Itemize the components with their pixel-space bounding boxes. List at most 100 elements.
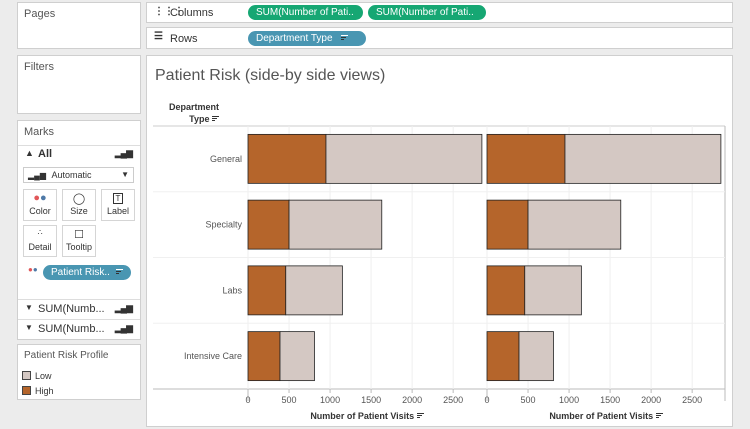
x-tick-label: 1500 <box>600 395 620 405</box>
bar-low <box>564 133 722 184</box>
marks-sub-card-1[interactable]: ▼ SUM(Numb... ▂▄▆ <box>18 299 140 318</box>
color-field-pill[interactable]: Patient Risk.. <box>43 265 131 280</box>
bar-high <box>247 133 327 184</box>
legend-title: Patient Risk Profile <box>24 350 109 361</box>
text-label-icon: T <box>102 190 134 206</box>
x-axis-title-2[interactable]: Number of Patient Visits <box>486 411 726 421</box>
bar-chart-icon: ▂▄▆ <box>114 303 133 313</box>
size-button[interactable]: ◯ Size <box>62 189 96 221</box>
chart-title: Patient Risk (side-by side views) <box>155 67 386 84</box>
marks-all-row[interactable]: ▲ All ▂▄▆ <box>18 145 140 163</box>
columns-pill-1-label: SUM(Number of Pati.. <box>256 7 354 18</box>
row-header-line-2: Type <box>189 114 210 124</box>
sort-icon <box>655 413 663 418</box>
bar-high <box>486 199 529 250</box>
x-tick-label: 2000 <box>641 395 661 405</box>
legend-label-low: Low <box>35 371 52 381</box>
dropdown-arrow-icon: ▼ <box>121 170 129 179</box>
marks-sub-card-label: SUM(Numb... <box>38 323 105 335</box>
legend-item-low[interactable]: Low <box>22 371 52 381</box>
x-tick-label: 0 <box>484 395 489 405</box>
bar-chart: 0 500 1000 1500 2000 2500 0 500 1000 1500 2000 2500… <box>153 125 726 405</box>
legend-swatch-low <box>22 371 31 380</box>
collapse-arrow-icon[interactable]: ▲ <box>25 148 34 158</box>
color-button-label: Color <box>29 206 51 216</box>
bar-low <box>527 199 622 250</box>
columns-label: Columns <box>170 7 214 19</box>
color-dots-icon: ●● <box>33 192 47 204</box>
chart-view: Patient Risk (side-by side views) Depart… <box>146 55 733 427</box>
label-button[interactable]: T Label <box>101 189 135 221</box>
columns-pill-2-label: SUM(Number of Pati.. <box>376 7 474 18</box>
x-tick-label: 2500 <box>443 395 463 405</box>
bar-chart-icon: ▂▄▆ <box>114 323 133 333</box>
bar-high <box>486 133 566 184</box>
x-tick-label: 2500 <box>682 395 702 405</box>
columns-shelf[interactable]: ⋮⋮⋮ Columns SUM(Number of Pati.. SUM(Num… <box>146 2 733 23</box>
filters-label: Filters <box>24 61 54 73</box>
legend-item-high[interactable]: High <box>22 386 54 396</box>
sort-icon <box>416 413 424 418</box>
x-tick-label: 1500 <box>361 395 381 405</box>
filters-shelf[interactable]: Filters <box>17 55 141 114</box>
rows-pill[interactable]: Department Type <box>248 31 366 46</box>
sort-icon <box>115 269 123 274</box>
legend-swatch-high <box>22 386 31 395</box>
columns-pill-2[interactable]: SUM(Number of Pati.. <box>368 5 486 20</box>
category-label: Labs <box>222 285 242 295</box>
x-axis-title-1[interactable]: Number of Patient Visits <box>247 411 487 421</box>
bar-high <box>247 199 290 250</box>
marks-sub-card-label: SUM(Numb... <box>38 303 105 315</box>
bar-low <box>285 265 343 316</box>
label-button-label: Label <box>106 206 130 216</box>
marks-all-label: All <box>38 148 53 160</box>
x-tick-label: 0 <box>245 395 250 405</box>
row-header[interactable]: Department Type <box>153 101 219 125</box>
size-button-label: Size <box>70 206 88 216</box>
bar-high <box>486 265 526 316</box>
expand-arrow-icon: ▼ <box>25 303 33 312</box>
x-tick-label: 1000 <box>320 395 340 405</box>
bar-low <box>518 331 554 382</box>
bar-low <box>288 199 383 250</box>
legend-label-high: High <box>35 386 54 396</box>
sort-icon <box>341 35 349 40</box>
rows-pill-label: Department Type <box>256 33 333 44</box>
x-tick-label: 500 <box>521 395 536 405</box>
color-field-pill-label: Patient Risk.. <box>51 267 110 278</box>
columns-pill-1[interactable]: SUM(Number of Pati.. <box>248 5 363 20</box>
marks-card: Marks ▲ All ▂▄▆ ▂▄▆ Automatic ▼ ●● Color… <box>17 120 141 340</box>
row-header-line-1: Department <box>168 102 219 112</box>
x-axis-title-2-label: Number of Patient Visits <box>549 411 654 421</box>
bar-low <box>325 133 483 184</box>
bar-chart-icon: ▂▄▆ <box>114 148 133 158</box>
bar-mark-icon: ▂▄▆ <box>28 171 46 180</box>
expand-arrow-icon: ▼ <box>25 323 33 332</box>
rows-icon: ☰ <box>154 31 163 42</box>
marks-label: Marks <box>24 126 54 138</box>
detail-button-label: Detail <box>28 242 52 252</box>
pages-label: Pages <box>24 8 56 20</box>
mark-type-dropdown[interactable]: ▂▄▆ Automatic ▼ <box>23 167 134 183</box>
tooltip-button[interactable]: ☐ Tooltip <box>62 225 96 257</box>
color-button[interactable]: ●● Color <box>23 189 57 221</box>
tooltip-icon: ☐ <box>74 229 84 241</box>
sort-icon <box>212 116 219 121</box>
columns-icon: ⋮⋮⋮ <box>154 6 184 17</box>
marks-sub-card-2[interactable]: ▼ SUM(Numb... ▂▄▆ <box>18 319 140 338</box>
size-icon: ◯ <box>72 193 86 205</box>
category-label: Intensive Care <box>184 351 242 361</box>
category-label: General <box>210 154 242 164</box>
bar-high <box>247 331 281 382</box>
rows-shelf[interactable]: ☰ Rows Department Type <box>146 27 733 49</box>
bar-low <box>524 265 582 316</box>
category-label: Specialty <box>205 220 242 230</box>
x-tick-label: 2000 <box>402 395 422 405</box>
pages-shelf[interactable]: Pages <box>17 2 141 49</box>
detail-button[interactable]: ∴ Detail <box>23 225 57 257</box>
bar-low <box>279 331 315 382</box>
x-tick-label: 1000 <box>559 395 579 405</box>
bar-high <box>247 265 287 316</box>
color-encoding-icon: ●● <box>28 265 38 274</box>
bar-high <box>486 331 520 382</box>
